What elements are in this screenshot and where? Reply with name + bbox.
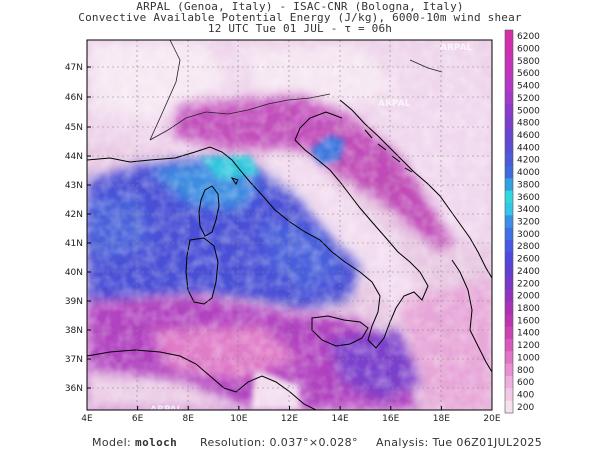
lon-label: 14E bbox=[332, 414, 349, 424]
watermark: ARPAL bbox=[440, 43, 473, 53]
colorbar-label: 5400 bbox=[517, 82, 540, 92]
colorbar-label: 1200 bbox=[517, 341, 540, 351]
colorbar-label: 4200 bbox=[517, 156, 540, 166]
colorbar-swatch bbox=[505, 42, 513, 56]
title-line-2: Convective Available Potential Energy (J… bbox=[78, 11, 522, 24]
colorbar-swatch bbox=[505, 252, 513, 266]
lat-label: 40N bbox=[65, 268, 83, 278]
lon-label: 16E bbox=[382, 414, 399, 424]
lat-label: 46N bbox=[65, 93, 83, 103]
colorbar-swatch bbox=[505, 375, 513, 389]
colorbar-label: 2600 bbox=[517, 255, 540, 265]
colorbar-swatch bbox=[505, 400, 513, 414]
colorbar-label: 200 bbox=[517, 403, 534, 413]
colorbar-label: 1400 bbox=[517, 329, 540, 339]
colorbar-swatch bbox=[505, 190, 513, 204]
lat-label: 36N bbox=[65, 384, 83, 394]
colorbar-label: 2200 bbox=[517, 279, 540, 289]
lon-label: 10E bbox=[230, 414, 247, 424]
colorbar-label: 4600 bbox=[517, 131, 540, 141]
colorbar-label: 1000 bbox=[517, 353, 540, 363]
lat-label: 41N bbox=[65, 239, 83, 249]
colorbar-swatch bbox=[505, 351, 513, 365]
colorbar-label: 2000 bbox=[517, 292, 540, 302]
lat-label: 44N bbox=[65, 152, 83, 162]
latitude-labels: 47N 46N 45N 44N 43N 42N 41N 40N 39N 38N 37N 36N bbox=[65, 63, 91, 394]
title-line-1: ARPAL (Genoa, Italy) - ISAC-CNR (Bologna… bbox=[136, 0, 464, 13]
colorbar-label: 3000 bbox=[517, 230, 540, 240]
colorbar-label: 4800 bbox=[517, 119, 540, 129]
colorbar-label: 3800 bbox=[517, 180, 540, 190]
colorbar-label: 3200 bbox=[517, 218, 540, 228]
colorbar-label: 400 bbox=[517, 390, 534, 400]
coastlines bbox=[87, 40, 492, 410]
lon-label: 8E bbox=[183, 414, 195, 424]
graticule bbox=[87, 40, 492, 410]
footer-analysis: Analysis: Tue 06Z01JUL2025 bbox=[376, 436, 543, 449]
watermark: ARPAL bbox=[378, 99, 411, 109]
lat-label: 39N bbox=[65, 297, 83, 307]
colorbar-swatch bbox=[505, 388, 513, 402]
colorbar-swatch bbox=[505, 165, 513, 179]
lat-label: 37N bbox=[65, 355, 83, 365]
colorbar-swatch bbox=[505, 128, 513, 142]
colorbar-swatch bbox=[505, 202, 513, 216]
colorbar-label: 6200 bbox=[517, 32, 540, 42]
colorbar-label: 5000 bbox=[517, 106, 540, 116]
colorbar-swatch bbox=[505, 240, 513, 253]
colorbar-swatch bbox=[505, 301, 513, 315]
colorbar-swatch bbox=[505, 289, 513, 303]
colorbar-swatch bbox=[505, 67, 513, 80]
colorbar-swatch bbox=[505, 264, 513, 278]
colorbar-swatch bbox=[505, 277, 513, 290]
colorbar-label: 1600 bbox=[517, 316, 540, 326]
colorbar-swatch bbox=[505, 141, 513, 155]
lon-label: 12E bbox=[281, 414, 298, 424]
colorbar-swatch bbox=[505, 338, 513, 352]
colorbar-label: 1800 bbox=[517, 304, 540, 314]
colorbar-swatch bbox=[505, 79, 513, 93]
lon-label: 6E bbox=[132, 414, 144, 424]
lat-label: 47N bbox=[65, 63, 83, 73]
lon-label: 18E bbox=[433, 414, 450, 424]
colorbar-label: 6000 bbox=[517, 45, 540, 55]
colorbar-swatch bbox=[505, 326, 513, 340]
lat-label: 42N bbox=[65, 210, 83, 220]
colorbar-label: 5800 bbox=[517, 57, 540, 67]
colorbar-swatch bbox=[505, 227, 513, 241]
lat-label: 43N bbox=[65, 181, 83, 191]
lon-label: 4E bbox=[81, 414, 93, 424]
colorbar-swatch bbox=[505, 104, 513, 117]
colorbar-label: 4000 bbox=[517, 168, 540, 178]
lon-label: 20E bbox=[483, 414, 500, 424]
colorbar-swatch bbox=[505, 91, 513, 105]
colorbar-swatch bbox=[505, 30, 513, 43]
colorbar-swatch bbox=[505, 116, 513, 130]
lat-label: 38N bbox=[65, 326, 83, 336]
colorbar-label: 3400 bbox=[517, 205, 540, 215]
colorbar: 6200 6000 5800 5600 5400 5200 5000 4800 4600 4400… bbox=[504, 29, 540, 414]
footer-model: Model: moloch bbox=[92, 436, 178, 449]
colorbar-label: 5600 bbox=[517, 69, 540, 79]
colorbar-label: 2800 bbox=[517, 242, 540, 252]
colorbar-label: 2400 bbox=[517, 267, 540, 277]
footer-resolution: Resolution: 0.037°×0.028° bbox=[200, 436, 358, 449]
longitude-labels: 4E 6E 8E 10E 12E 14E 16E 18E 20E bbox=[81, 406, 501, 424]
colorbar-label: 5200 bbox=[517, 94, 540, 104]
colorbar-label: 800 bbox=[517, 366, 534, 376]
colorbar-swatch bbox=[505, 215, 513, 229]
colorbar-label: 600 bbox=[517, 378, 534, 388]
colorbar-swatch bbox=[505, 363, 513, 377]
colorbar-label: 3600 bbox=[517, 193, 540, 203]
colorbar-swatch bbox=[505, 178, 513, 192]
colorbar-swatch bbox=[505, 153, 513, 167]
colorbar-swatch bbox=[505, 54, 513, 68]
title-line-3: 12 UTC Tue 01 JUL - τ = 06h bbox=[207, 22, 393, 35]
lat-label: 45N bbox=[65, 123, 83, 133]
cape-field bbox=[87, 40, 492, 410]
colorbar-swatch bbox=[505, 314, 513, 328]
colorbar-label: 4400 bbox=[517, 143, 540, 153]
colorbar-frame bbox=[504, 29, 514, 414]
